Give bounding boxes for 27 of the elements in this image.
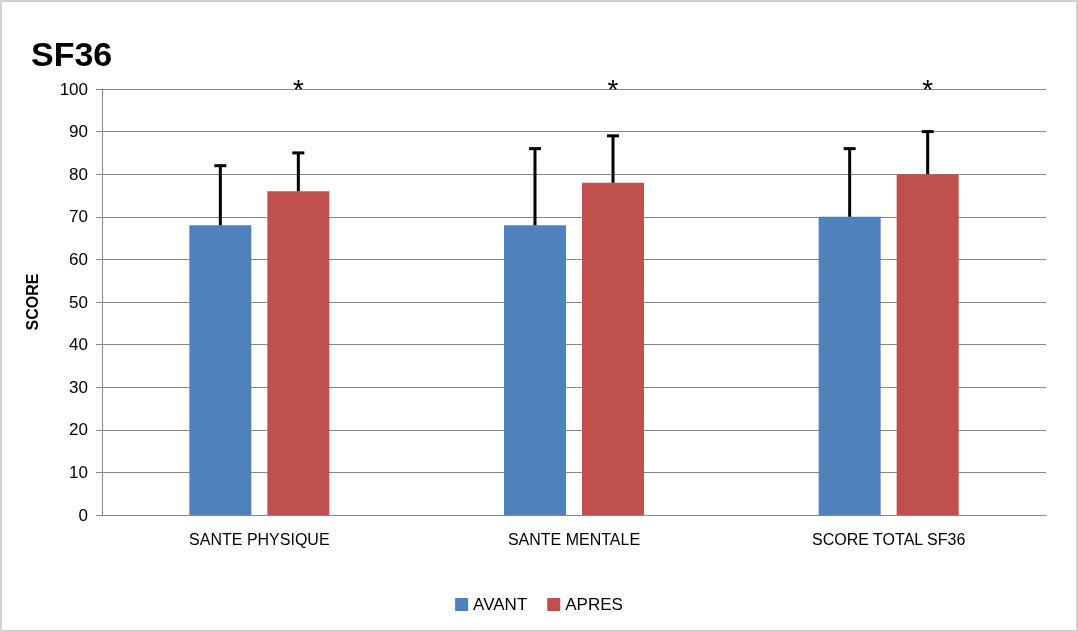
legend-label: AVANT bbox=[473, 595, 528, 614]
y-tick-label: 50 bbox=[69, 292, 88, 312]
y-axis-title: SCORE bbox=[23, 273, 41, 331]
annotation: * bbox=[607, 73, 619, 105]
bar bbox=[582, 182, 644, 515]
legend-label: APRES bbox=[565, 595, 623, 614]
y-tick-label: 0 bbox=[78, 505, 88, 525]
bar bbox=[504, 225, 566, 515]
annotation: * bbox=[922, 73, 934, 105]
y-tick-label: 10 bbox=[69, 462, 88, 482]
y-tick-label: 80 bbox=[69, 164, 88, 184]
chart-title: SF36 bbox=[31, 35, 113, 73]
y-tick-label: 30 bbox=[69, 377, 88, 397]
bar bbox=[189, 225, 252, 515]
bar bbox=[818, 216, 881, 515]
y-tick-label: 60 bbox=[69, 249, 88, 269]
y-tick-label: 90 bbox=[69, 122, 88, 142]
y-tick-label: 40 bbox=[69, 335, 88, 355]
y-tick-label: 70 bbox=[69, 207, 88, 227]
y-tick-label: 20 bbox=[69, 420, 88, 440]
y-tick-label: 100 bbox=[59, 79, 88, 99]
x-tick-label: SANTE MENTALE bbox=[507, 530, 641, 548]
x-tick-label: SCORE TOTAL SF36 bbox=[812, 530, 966, 548]
x-tick-label: SANTE PHYSIQUE bbox=[189, 530, 330, 548]
bar bbox=[896, 174, 959, 515]
bar bbox=[267, 191, 330, 515]
annotation: * bbox=[292, 73, 304, 105]
